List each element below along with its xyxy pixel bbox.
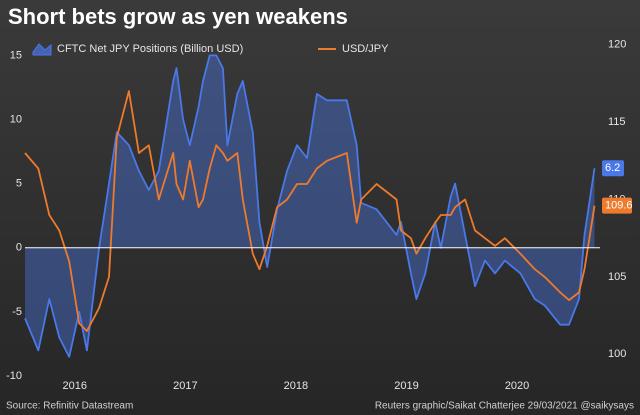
y-tick-label: 15: [10, 49, 22, 61]
end-label-box: [602, 160, 624, 177]
y-tick-label: 0: [16, 242, 22, 254]
chart-title: Short bets grow as yen weakens: [8, 4, 348, 29]
end-label: 6.2: [605, 162, 620, 174]
end-label: 109.6: [605, 200, 633, 212]
credit: Reuters graphic/Saikat Chatterjee 29/03/…: [375, 401, 634, 412]
legend-item: CFTC Net JPY Positions (Billion USD): [32, 43, 243, 56]
series-line: [24, 54, 596, 358]
x-tick-label: 2019: [394, 380, 418, 392]
legend-swatch: [32, 43, 52, 56]
series-line: [24, 90, 596, 332]
x-tick-label: 2018: [284, 380, 308, 392]
x-tick-label: 2016: [63, 380, 87, 392]
x-tick-label: 2020: [505, 380, 529, 392]
y-tick-label: 5: [16, 178, 22, 190]
end-label-box: [602, 197, 632, 214]
legend-label: USD/JPY: [342, 43, 389, 55]
x-tick-label: 2017: [173, 380, 197, 392]
y-tick-label: -10: [6, 370, 22, 382]
y2-tick-label: 115: [608, 116, 626, 128]
y-tick-label: 10: [10, 113, 22, 125]
source: Source: Refinitiv Datastream: [6, 401, 133, 412]
y2-tick-label: 105: [608, 271, 626, 283]
area-fill: [25, 55, 595, 357]
y-tick-label: -5: [12, 306, 22, 318]
y2-tick-label: 100: [608, 348, 626, 360]
y2-tick-label: 120: [608, 39, 626, 51]
legend-label: CFTC Net JPY Positions (Billion USD): [57, 43, 243, 55]
legend-item: USD/JPY: [318, 43, 389, 55]
